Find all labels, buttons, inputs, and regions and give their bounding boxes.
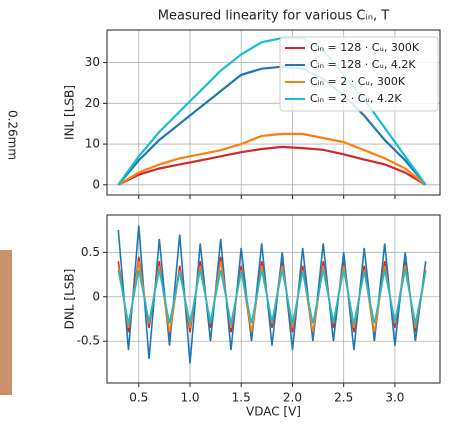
series-line <box>117 225 427 364</box>
legend-label: Cᵢₙ = 128 · Cᵤ, 4.2K <box>310 58 416 71</box>
y-tick-label: 10 <box>85 137 100 151</box>
chart-title: Measured linearity for various Cᵢₙ, T <box>158 9 390 24</box>
legend-box <box>279 36 439 112</box>
legend-label: Cᵢₙ = 128 · Cᵤ, 300K <box>310 41 420 54</box>
series-line <box>117 132 427 186</box>
legend-label: Cᵢₙ = 2 · Cᵤ, 4.2K <box>310 92 402 105</box>
x-tick-label: 1.0 <box>180 391 199 405</box>
axes-frame <box>106 29 441 196</box>
x-tick-label: 1.5 <box>232 391 251 405</box>
y-tick-label: 20 <box>85 96 100 110</box>
y-tick-label: 0.5 <box>81 245 100 259</box>
x-axis-label: VDAC [V] <box>246 405 301 419</box>
series-line <box>117 37 427 186</box>
y-axis-label: DNL [LSB] <box>63 269 77 330</box>
series-line <box>117 65 427 186</box>
x-tick-label: 2.0 <box>283 391 302 405</box>
x-tick-label: 2.5 <box>334 391 353 405</box>
side-label: 0.26mm <box>6 110 20 160</box>
y-axis-label: INL [LSB] <box>63 85 77 140</box>
series-line <box>117 269 427 324</box>
y-tick-label: 0 <box>92 177 100 191</box>
series-line <box>117 145 427 186</box>
y-tick-label: 0 <box>92 289 100 303</box>
side-image <box>0 250 12 395</box>
x-tick-label: 3.0 <box>385 391 404 405</box>
legend-label: Cᵢₙ = 2 · Cᵤ, 300K <box>310 75 406 88</box>
x-tick-label: 0.5 <box>129 391 148 405</box>
y-tick-label: 30 <box>85 55 100 69</box>
y-tick-label: -0.5 <box>77 334 100 348</box>
axes-frame <box>106 214 441 384</box>
series-line <box>117 261 427 333</box>
